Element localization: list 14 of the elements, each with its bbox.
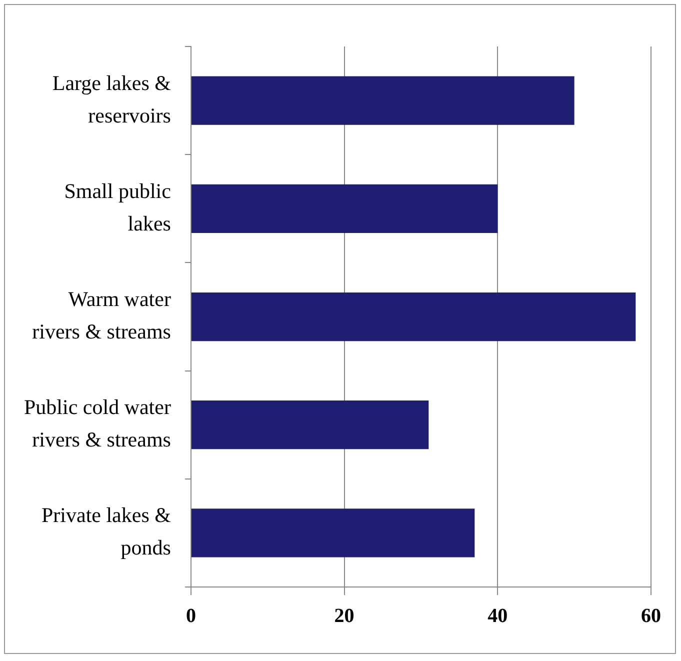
y-tick-label: Large lakes & reservoirs xyxy=(52,70,171,128)
bar xyxy=(191,184,498,234)
bar xyxy=(191,76,574,125)
bar xyxy=(191,292,636,342)
y-tick-label: Public cold water rivers & streams xyxy=(24,395,171,452)
x-tick-label: 0 xyxy=(186,605,196,628)
x-tick-label: 60 xyxy=(641,605,661,628)
bar xyxy=(191,400,429,450)
y-tick-label: Private lakes & ponds xyxy=(41,503,171,560)
y-tick-label: Warm water rivers & streams xyxy=(32,287,171,344)
bar xyxy=(191,508,475,558)
y-tick-label: Small public lakes xyxy=(64,178,171,236)
x-tick-label: 20 xyxy=(334,605,354,628)
x-tick-label: 40 xyxy=(488,605,508,628)
